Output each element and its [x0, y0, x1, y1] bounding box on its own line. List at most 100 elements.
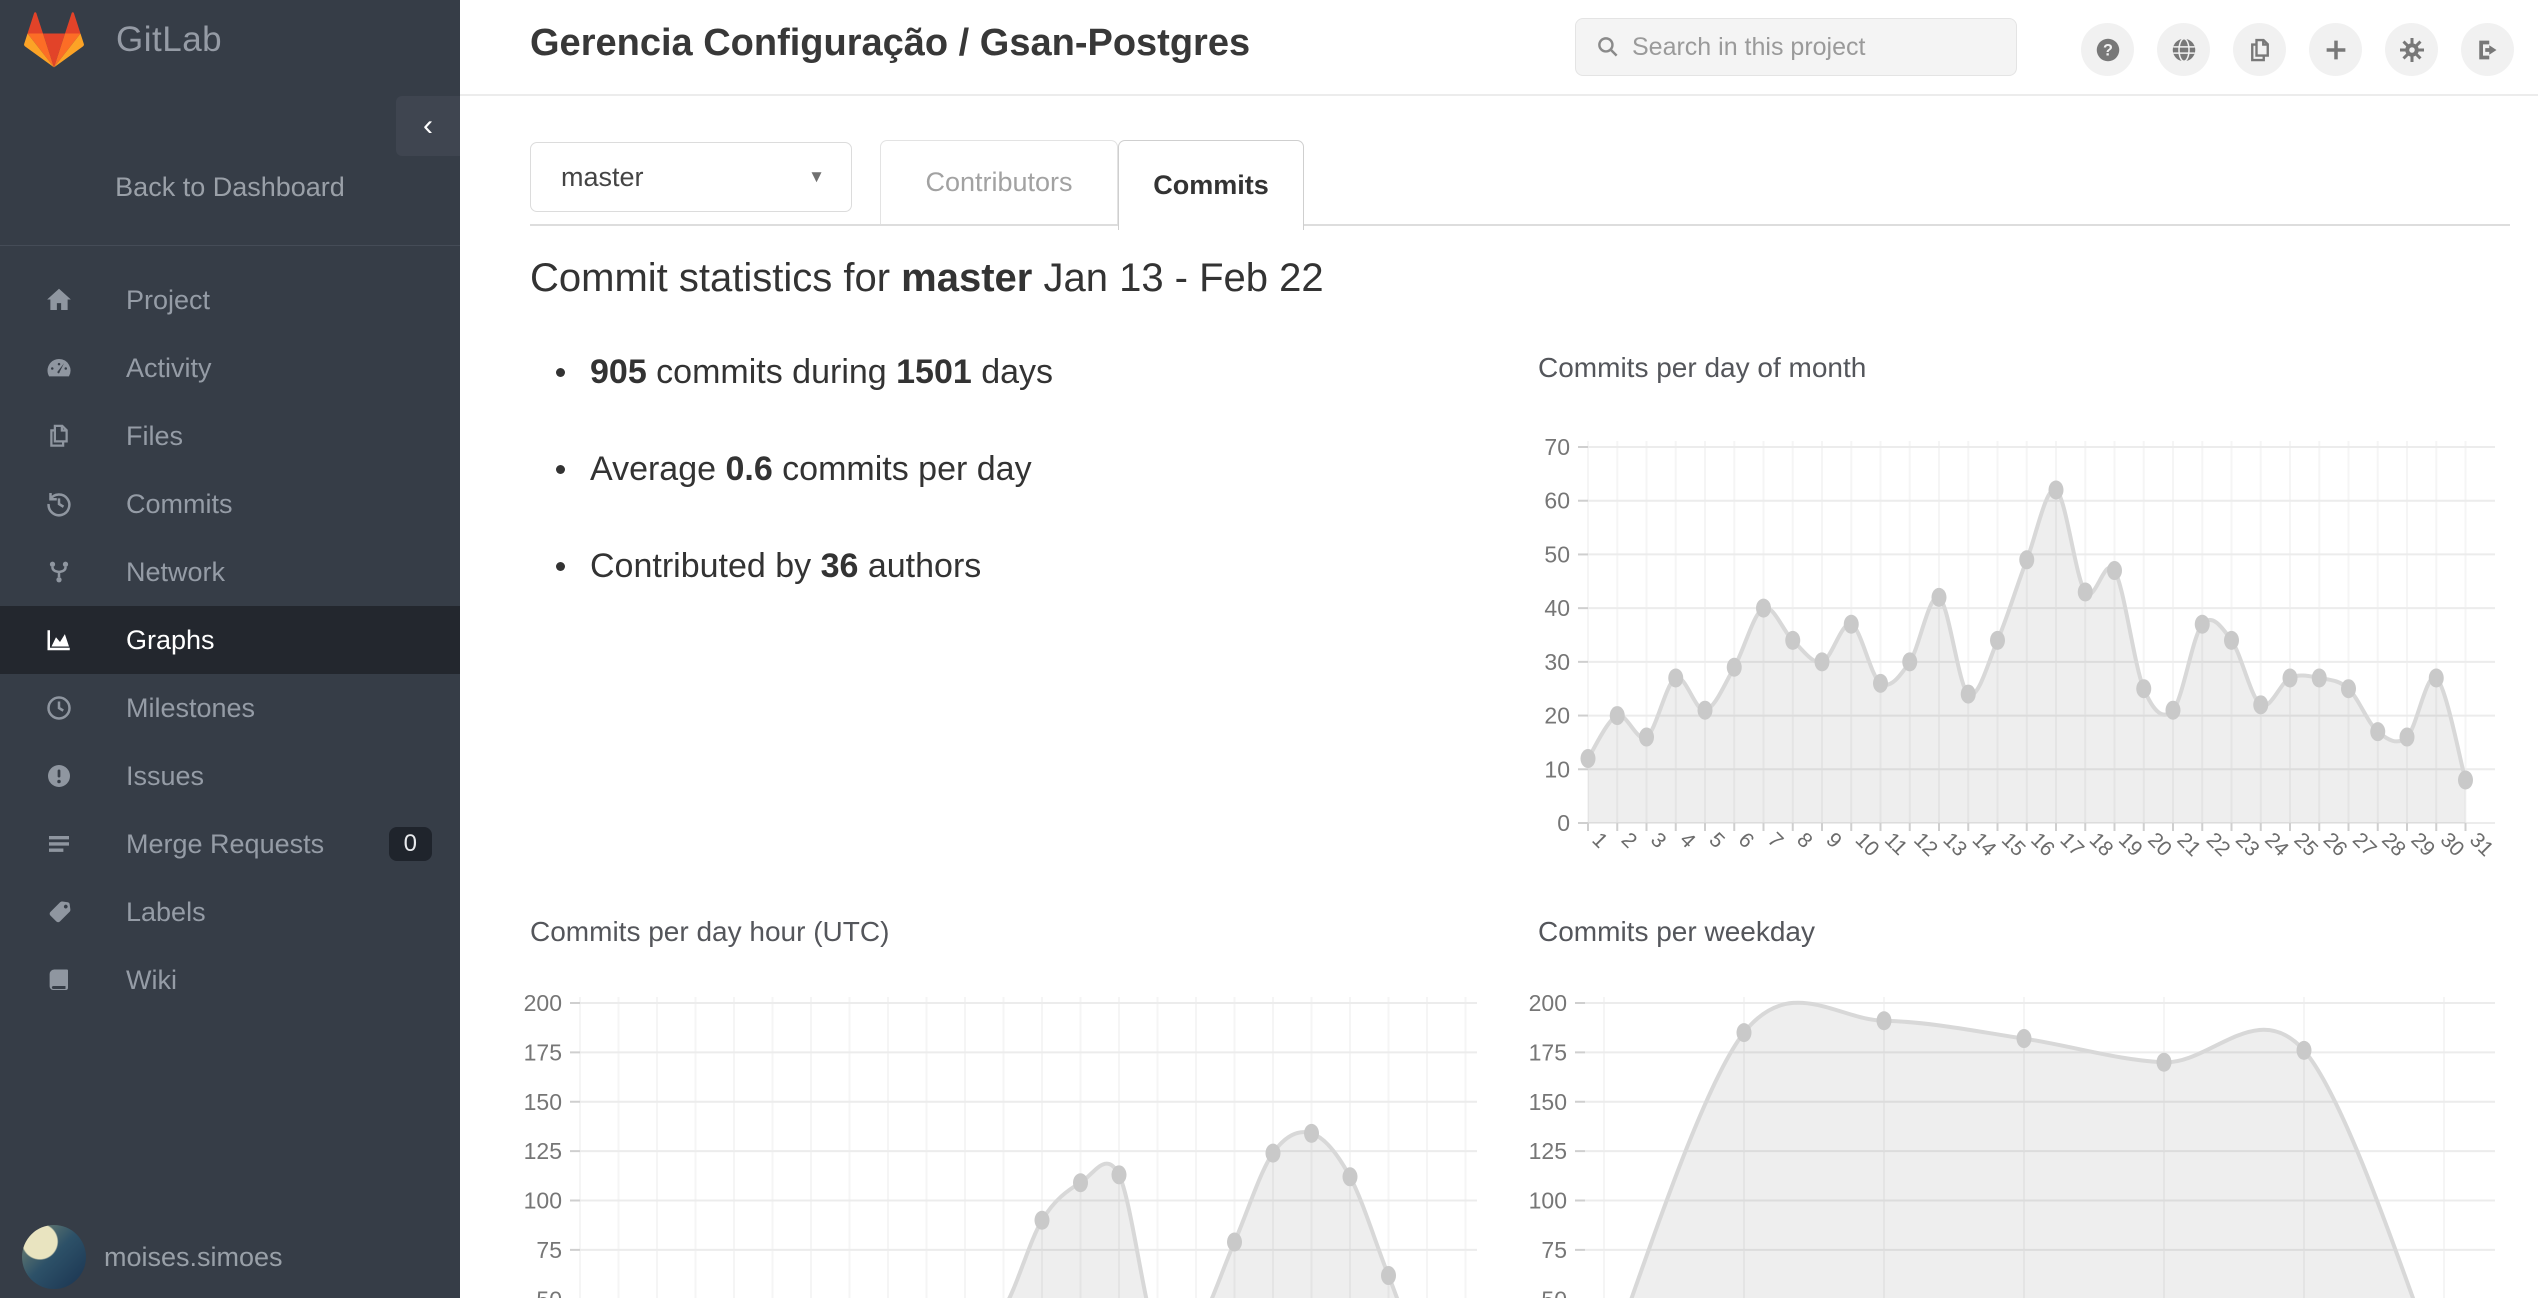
back-to-dashboard-link[interactable]: Back to Dashboard — [115, 172, 345, 202]
stat-value: 905 — [590, 353, 647, 391]
sidebar-item-graphs[interactable]: Graphs — [0, 606, 460, 674]
svg-text:20: 20 — [2143, 828, 2176, 861]
svg-text:40: 40 — [1544, 595, 1570, 621]
stat-text: Average — [590, 450, 726, 488]
data-points — [1580, 480, 2473, 790]
svg-text:150: 150 — [1529, 1089, 1567, 1115]
svg-text:3: 3 — [1646, 828, 1671, 853]
sidebar-item-milestones[interactable]: Milestones — [0, 674, 460, 742]
chart-title-day-of-month: Commits per day of month — [1538, 352, 1867, 383]
sidebar-item-merge-requests[interactable]: Merge Requests 0 — [0, 810, 460, 878]
files-icon — [44, 421, 74, 451]
svg-text:28: 28 — [2377, 828, 2410, 861]
caret-down-icon: ▼ — [808, 167, 825, 186]
settings-button[interactable] — [2385, 23, 2438, 76]
svg-text:0: 0 — [1557, 810, 1570, 836]
sidebar-item-label: Labels — [126, 896, 206, 927]
sidebar-item-label: Merge Requests — [126, 828, 325, 859]
tab-contributors[interactable]: Contributors — [880, 140, 1118, 224]
sidebar-item-label: Commits — [126, 488, 233, 519]
plus-icon — [2321, 35, 2351, 65]
list-icon — [44, 829, 74, 859]
gitlab-tanuki-icon — [24, 12, 84, 68]
merge-requests-count-badge: 0 — [388, 827, 432, 861]
stat-text: Jan 13 - Feb 22 — [1032, 256, 1324, 300]
sidebar-collapse-button[interactable]: ‹ — [396, 96, 460, 156]
svg-text:150: 150 — [524, 1089, 562, 1115]
page-title: Gerencia Configuração / Gsan-Postgres — [530, 22, 1251, 64]
svg-text:75: 75 — [536, 1237, 562, 1263]
search-box[interactable] — [1575, 18, 2017, 76]
copy-icon — [2245, 35, 2275, 65]
svg-text:6: 6 — [1734, 828, 1759, 853]
svg-text:200: 200 — [524, 990, 562, 1016]
sidebar-item-wiki[interactable]: Wiki — [0, 946, 460, 1014]
sign-out-icon — [2473, 35, 2503, 65]
help-button[interactable]: ? — [2081, 23, 2134, 76]
svg-text:26: 26 — [2319, 828, 2352, 861]
svg-text:10: 10 — [1544, 756, 1570, 782]
area-fill — [1588, 489, 2466, 823]
clock-icon — [44, 693, 74, 723]
new-project-button[interactable] — [2309, 23, 2362, 76]
sidebar-item-project[interactable]: Project — [0, 266, 460, 334]
user-name: moises.simoes — [104, 1241, 283, 1272]
stats-list: 905 commits during 1501 days Average 0.6 … — [555, 350, 1054, 641]
search-input[interactable] — [1632, 32, 1992, 62]
sidebar-item-labels[interactable]: Labels — [0, 878, 460, 946]
svg-text:20: 20 — [1544, 703, 1570, 729]
svg-text:21: 21 — [2172, 828, 2205, 861]
sidebar: GitLab ‹ Back to Dashboard Project Activi… — [0, 0, 460, 1298]
svg-text:1: 1 — [1587, 828, 1612, 853]
area-chart-icon — [44, 625, 74, 655]
top-header: Gerencia Configuração / Gsan-Postgres ? — [460, 0, 2538, 96]
dashboard-icon — [44, 353, 74, 383]
user-row[interactable]: moises.simoes — [0, 1216, 460, 1298]
tab-commits[interactable]: Commits — [1118, 140, 1304, 230]
stats-heading: Commit statistics for master Jan 13 - Fe… — [530, 256, 1324, 301]
stat-value: 1501 — [896, 353, 972, 391]
svg-text:23: 23 — [2231, 828, 2264, 861]
svg-text:7: 7 — [1763, 828, 1788, 853]
sign-out-button[interactable] — [2461, 23, 2514, 76]
sidebar-item-files[interactable]: Files — [0, 402, 460, 470]
svg-text:18: 18 — [2085, 828, 2118, 861]
gear-icon — [2397, 35, 2427, 65]
stat-text: days — [971, 353, 1054, 391]
branch-name: master — [561, 161, 644, 192]
svg-text:175: 175 — [1529, 1039, 1567, 1065]
chart-weekday: 2001751501251007550250SunMonTueWedThuFri… — [1529, 990, 2495, 1298]
explore-button[interactable] — [2157, 23, 2210, 76]
series-line — [1007, 1130, 1400, 1298]
svg-text:100: 100 — [1529, 1188, 1567, 1214]
history-icon — [44, 489, 74, 519]
y-axis-labels: 2001751501251007550250 — [524, 990, 562, 1298]
svg-text:9: 9 — [1821, 828, 1846, 853]
svg-text:13: 13 — [1938, 828, 1971, 861]
sidebar-item-issues[interactable]: Issues — [0, 742, 460, 810]
svg-text:75: 75 — [1541, 1237, 1567, 1263]
sidebar-item-network[interactable]: Network — [0, 538, 460, 606]
snippets-button[interactable] — [2233, 23, 2286, 76]
svg-text:12: 12 — [1909, 828, 1942, 861]
sidebar-item-label: Milestones — [126, 692, 256, 723]
tag-icon — [44, 897, 74, 927]
stat-value: 0.6 — [725, 450, 773, 488]
sidebar-item-label: Issues — [126, 760, 205, 791]
sidebar-item-activity[interactable]: Activity — [0, 334, 460, 402]
svg-text:60: 60 — [1544, 488, 1570, 514]
svg-text:17: 17 — [2055, 828, 2088, 861]
stat-bullet: 905 commits during 1501 days — [555, 350, 1054, 394]
gitlab-home-link[interactable]: GitLab — [24, 12, 222, 68]
svg-text:24: 24 — [2260, 828, 2293, 861]
area-fill — [1009, 1132, 1397, 1298]
avatar — [22, 1225, 86, 1289]
vertical-gridlines — [579, 997, 1467, 1298]
branch-select[interactable]: master ▼ — [530, 142, 852, 212]
sidebar-item-commits[interactable]: Commits — [0, 470, 460, 538]
x-axis-labels: 1 2 3 4 5 6 7 8 9 1011121314151617181920212223242… — [1587, 823, 2498, 861]
stat-value: 36 — [820, 547, 859, 585]
svg-text:22: 22 — [2202, 828, 2235, 861]
svg-text:5: 5 — [1704, 828, 1729, 853]
svg-text:100: 100 — [524, 1188, 562, 1214]
